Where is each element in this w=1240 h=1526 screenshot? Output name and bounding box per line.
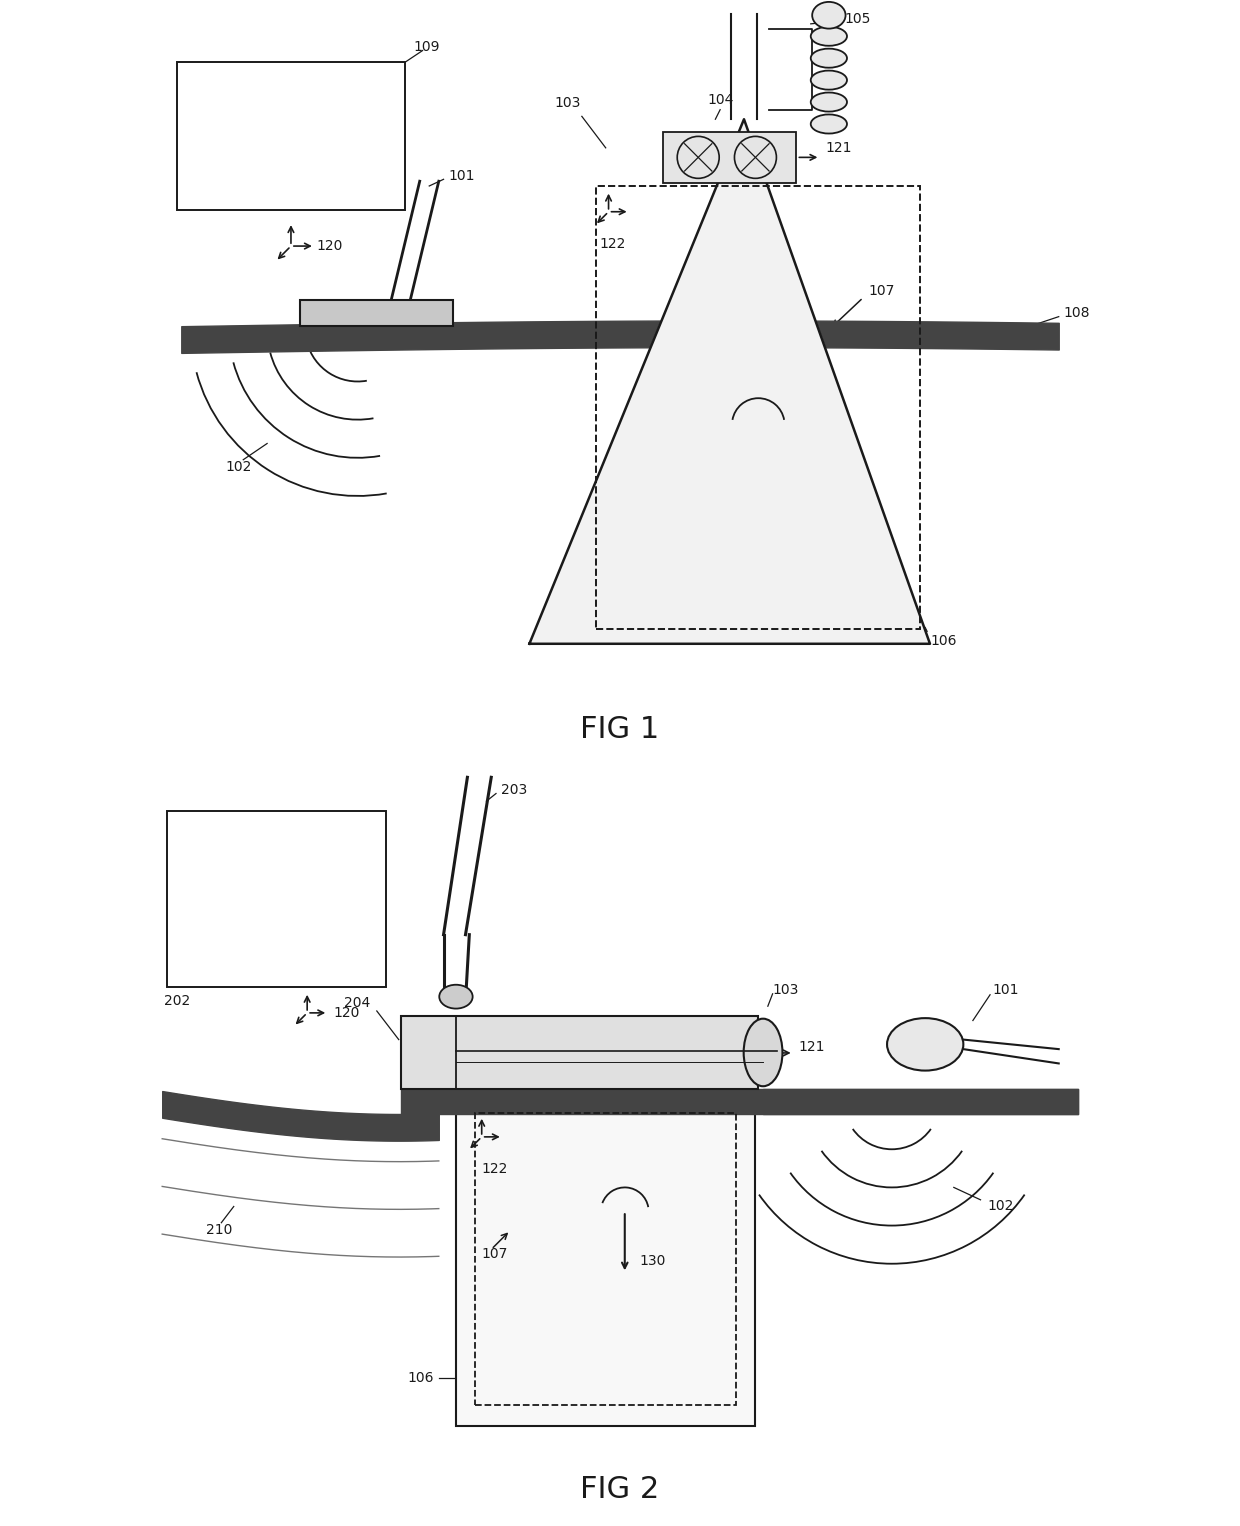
Text: FIG 2: FIG 2: [580, 1476, 660, 1505]
Text: 204: 204: [343, 996, 370, 1010]
Bar: [176, 63, 405, 211]
Text: 210: 210: [206, 1224, 233, 1238]
Ellipse shape: [811, 114, 847, 133]
Bar: [401, 1016, 759, 1090]
Text: 108: 108: [1064, 305, 1090, 320]
Ellipse shape: [811, 93, 847, 111]
Bar: [663, 131, 796, 183]
Polygon shape: [529, 119, 930, 644]
Ellipse shape: [812, 2, 846, 29]
Text: 105: 105: [844, 12, 870, 26]
Text: 101: 101: [992, 983, 1018, 996]
Text: 203: 203: [501, 783, 527, 797]
Text: 102: 102: [987, 1199, 1013, 1213]
Text: 120: 120: [334, 1006, 361, 1019]
Text: 202: 202: [164, 993, 191, 1007]
Text: 130: 130: [773, 456, 799, 470]
Text: FIG 1: FIG 1: [580, 716, 660, 745]
Text: 120: 120: [316, 240, 343, 253]
Bar: [475, 1112, 737, 1405]
Text: 109: 109: [413, 40, 439, 55]
Text: Optical
Tracker: Optical Tracker: [260, 116, 321, 156]
Text: 122: 122: [481, 1161, 508, 1175]
Ellipse shape: [811, 26, 847, 46]
Ellipse shape: [887, 1018, 963, 1071]
Text: 103: 103: [773, 983, 799, 996]
Ellipse shape: [439, 984, 472, 1009]
Bar: [167, 810, 387, 987]
Text: 121: 121: [799, 1041, 825, 1054]
Text: 106: 106: [930, 635, 956, 649]
Text: 201: 201: [593, 1067, 619, 1080]
Ellipse shape: [811, 70, 847, 90]
Ellipse shape: [744, 1019, 782, 1087]
Text: 121: 121: [825, 140, 852, 154]
Text: 122: 122: [599, 237, 625, 250]
Text: 107: 107: [481, 1247, 508, 1260]
Text: 107: 107: [868, 284, 894, 298]
Text: 101: 101: [449, 169, 475, 183]
Text: 103: 103: [554, 96, 580, 110]
Ellipse shape: [811, 49, 847, 67]
Text: 106: 106: [408, 1372, 434, 1386]
Text: EM
Tracker
Base: EM Tracker Base: [247, 870, 306, 929]
Text: 130: 130: [639, 1254, 666, 1268]
Bar: [596, 186, 920, 629]
Bar: [300, 301, 453, 327]
Bar: [456, 1090, 755, 1425]
Text: 104: 104: [707, 93, 733, 107]
Text: 102: 102: [226, 461, 252, 475]
